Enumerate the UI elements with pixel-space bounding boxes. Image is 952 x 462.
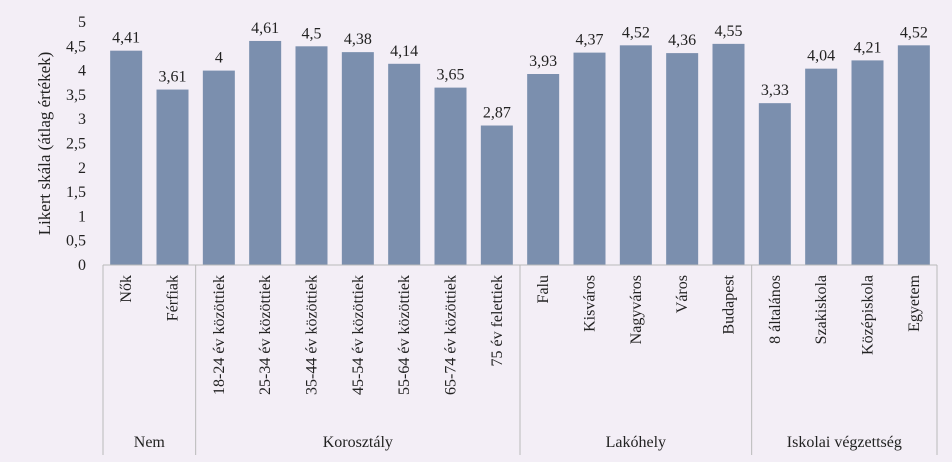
y-tick-label: 2 [78,160,86,177]
y-tick-label: 0 [78,257,86,274]
y-tick-label: 5 [78,14,86,31]
y-tick-label: 1,5 [66,184,86,201]
data-label: 4,52 [622,24,650,41]
y-tick-label: 1 [78,208,86,225]
bar [480,125,513,265]
y-tick-label: 2,5 [66,136,86,153]
bar [573,52,606,266]
data-label: 4,41 [112,30,140,47]
data-label: 2,87 [483,105,511,122]
group-label: Lakóhely [606,434,666,451]
data-label: 4,21 [854,39,882,56]
category-label: Budapest [721,274,738,334]
y-tick-label: 4,5 [66,38,86,55]
category-label: Középiskola [860,275,877,355]
data-label: 4,04 [807,48,835,65]
category-label: Nagyváros [628,275,645,344]
category-label: Egyetem [906,274,923,331]
y-tick-label: 3 [78,111,86,128]
bar [388,63,421,265]
data-label: 4,61 [251,20,279,37]
bar [619,45,652,265]
category-label: Kisváros [582,275,599,332]
data-label: 4,55 [715,23,743,40]
data-label: 4,5 [302,25,322,42]
category-label: Szakiskola [813,275,830,344]
category-label: 18-24 év közöttiek [211,275,228,395]
data-label: 3,61 [159,69,187,86]
data-label: 4,52 [900,24,928,41]
y-axis-title: Likert skála (átlag értékek) [35,52,54,236]
y-tick-label: 3,5 [66,87,86,104]
bars: 4,41 3,61 4 4,61 4,5 4,38 4,14 3,65 2,87 3,93 4,37… [110,20,930,266]
data-label: 3,93 [529,53,557,70]
bar [527,74,560,265]
bar [295,46,328,265]
data-label: 3,33 [761,82,789,99]
group-label: Korosztály [323,434,393,451]
data-label: 4,14 [390,43,418,60]
bar [758,103,791,265]
bar [110,50,143,266]
y-axis: 0 0,5 1 1,5 2 2,5 3 3,5 4 4,5 5 Likert skála (átlag… [35,14,86,274]
y-tick-label: 0,5 [66,233,86,250]
category-label: 75 év felettiek [489,275,506,367]
category-label: 35-44 év közöttiek [304,275,321,395]
category-label: 25-34 év közöttiek [257,275,274,395]
category-label: 55-64 év közöttiek [396,275,413,395]
category-label: 8 általános [767,275,784,344]
data-label: 4,36 [668,32,696,49]
category-label: Falu [535,275,552,303]
bar [202,70,235,265]
category-label: Nők [118,275,135,303]
bar [249,40,282,266]
bar [897,45,930,265]
x-axis: Nem Korosztály Lakóhely Iskolai végzettség N… [102,264,938,455]
group-label: Iskolai végzettség [787,434,902,451]
category-label: 65-74 év közöttiek [443,275,460,395]
data-label: 4 [215,50,223,67]
y-tick-label: 4 [78,63,86,80]
category-label: Város [674,275,691,313]
bar [712,43,745,266]
bar [851,60,884,266]
bar [805,68,838,265]
data-label: 4,38 [344,31,372,48]
category-label: Férfiak [165,275,182,321]
bar [434,87,467,265]
bar [666,53,699,265]
data-label: 4,37 [576,32,604,49]
data-label: 3,65 [437,67,465,84]
category-label: 45-54 év közöttiek [350,275,367,395]
group-label: Nem [134,434,166,451]
bar [156,89,189,265]
bar [341,52,374,265]
